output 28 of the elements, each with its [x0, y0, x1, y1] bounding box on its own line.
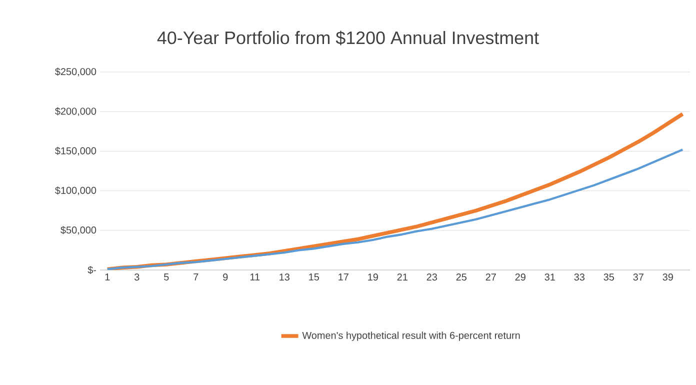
x-tick-label: 13 [280, 274, 290, 281]
x-tick-label: 25 [456, 274, 466, 281]
y-tick-label: $200,000 [55, 107, 96, 116]
x-tick-label: 1 [105, 274, 110, 280]
x-tick-label: 23 [426, 274, 437, 281]
x-tick-label: 33 [574, 274, 584, 281]
x-tick-label: 19 [368, 274, 378, 281]
x-tick-label: 29 [515, 274, 526, 281]
x-tick-label: 21 [397, 274, 408, 280]
x-tick-label: 27 [486, 274, 496, 280]
y-tick-label: $- [88, 266, 96, 274]
chart-title: 40-Year Portfolio from $1200 Annual Investment [157, 30, 539, 46]
x-tick-label: 31 [544, 274, 555, 281]
legend-label: Women's hypothetical result with 6-percent return [302, 332, 520, 341]
x-tick-label: 7 [194, 274, 198, 280]
x-tick-label: 11 [250, 274, 260, 280]
y-tick-label: $150,000 [55, 146, 96, 156]
x-tick-label: 5 [164, 274, 169, 280]
x-tick-label: 35 [604, 274, 614, 281]
x-tick-label: 17 [338, 274, 348, 280]
x-tick-label: 39 [662, 274, 673, 281]
x-tick-label: 3 [134, 274, 140, 281]
x-tick-label: 15 [309, 274, 319, 280]
y-tick-label: $100,000 [55, 186, 96, 196]
y-tick-label: $50,000 [60, 226, 96, 235]
x-tick-label: 9 [223, 274, 228, 281]
x-tick-label: 37 [633, 274, 644, 281]
y-tick-label: $250,000 [55, 68, 96, 76]
